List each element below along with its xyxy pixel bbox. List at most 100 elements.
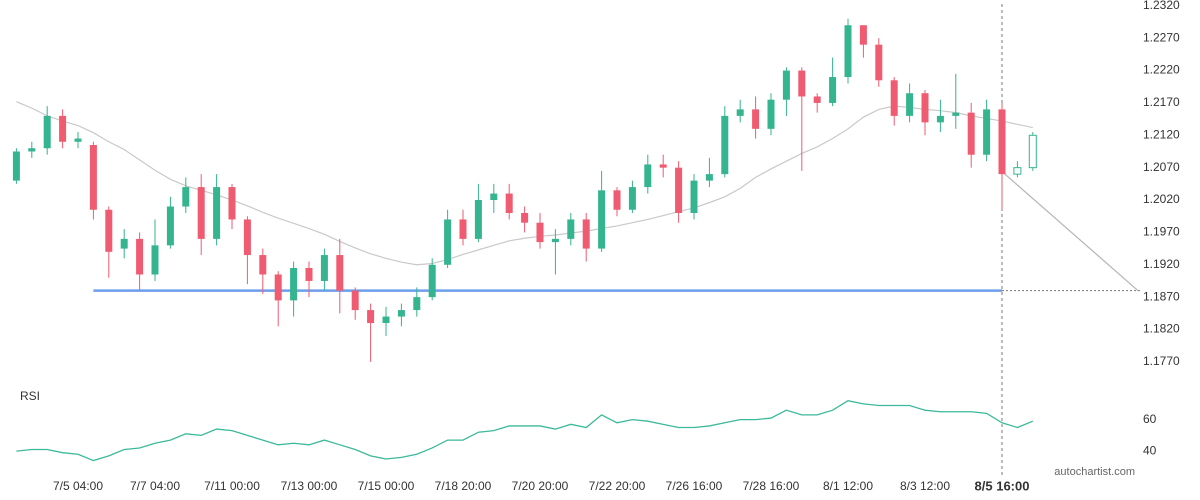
candle-body (43, 115, 51, 149)
candle-body (474, 200, 482, 239)
candle-body (844, 25, 852, 78)
candle-body (259, 255, 267, 275)
candle-body (136, 238, 144, 275)
candle-body (12, 151, 20, 181)
candle-body (397, 310, 405, 317)
candle-body (813, 96, 821, 103)
candle-body (105, 209, 113, 252)
candle-body (690, 180, 698, 213)
y-tick-label: 1.2270 (1143, 30, 1180, 44)
candle-body (936, 115, 944, 123)
candle-body (89, 145, 97, 210)
candle-body (921, 93, 929, 123)
candle-body (567, 219, 575, 239)
candle-body (336, 255, 344, 291)
x-tick-label: 7/26 16:00 (666, 479, 723, 493)
candle-body (228, 187, 236, 220)
candle-body (428, 264, 436, 298)
candle-body (1013, 167, 1022, 175)
forecast-line (1001, 171, 1139, 292)
candle-body (536, 222, 544, 243)
candle-body (628, 187, 636, 210)
candle-body (582, 219, 590, 249)
candle-body (413, 297, 421, 311)
candle-body (998, 109, 1006, 175)
x-tick-label: 7/18 20:00 (435, 479, 492, 493)
candle-body (875, 44, 883, 81)
candle-body (444, 219, 452, 265)
x-tick-label: 8/5 16:00 (975, 478, 1030, 493)
candle-body (890, 80, 898, 116)
candle-body (644, 164, 652, 188)
x-tick-label: 7/15 00:00 (358, 479, 415, 493)
candle-body (213, 187, 221, 239)
candle-body (166, 206, 174, 246)
candle-body (243, 219, 251, 256)
x-tick-label: 7/20 20:00 (512, 479, 569, 493)
y-tick-label: 1.2020 (1143, 192, 1180, 206)
candle-body (551, 238, 559, 243)
candle-body (151, 245, 159, 275)
y-tick-label: 1.1870 (1143, 289, 1180, 303)
y-tick-label: 1.2320 (1143, 0, 1180, 12)
candle-body (59, 115, 67, 142)
candle-body (490, 193, 498, 201)
candle-body (859, 25, 867, 45)
candle-body (829, 77, 837, 103)
rsi-title: RSI (20, 389, 40, 403)
candle-body (351, 290, 359, 311)
candle-body (598, 190, 606, 249)
candle-body (782, 70, 790, 100)
y-tick-label: 1.1770 (1143, 354, 1180, 368)
y-tick-label: 1.2220 (1143, 63, 1180, 77)
candle-body (290, 268, 298, 301)
candle-body (521, 212, 529, 223)
candle-body (705, 174, 713, 181)
y-tick-label: 1.1970 (1143, 225, 1180, 239)
candle-body (798, 70, 806, 97)
x-tick-label: 7/13 00:00 (281, 479, 338, 493)
candle-body (459, 219, 467, 239)
candle-body (967, 112, 975, 155)
y-tick-label: 1.2120 (1143, 127, 1180, 141)
candle-body (736, 109, 744, 116)
candle-body (74, 138, 82, 142)
rsi-line (16, 400, 1034, 462)
candle-body (906, 93, 914, 116)
x-tick-label: 7/11 00:00 (204, 479, 260, 493)
x-tick-label: 8/3 12:00 (900, 479, 950, 493)
candle-body (367, 310, 375, 324)
candle-body (752, 109, 760, 129)
candle-body (197, 187, 205, 239)
candle-body (675, 167, 683, 213)
candle-body (120, 238, 128, 249)
rsi-tick-label: 40 (1143, 443, 1157, 457)
candle-body (1028, 134, 1037, 169)
rsi-tick-label: 60 (1143, 412, 1157, 426)
candle-body (613, 190, 621, 210)
x-tick-label: 7/7 04:00 (130, 479, 180, 493)
y-tick-label: 1.2070 (1143, 160, 1180, 174)
x-tick-label: 8/1 12:00 (823, 479, 873, 493)
y-tick-label: 1.2170 (1143, 95, 1180, 109)
candle-body (28, 148, 36, 152)
x-tick-label: 7/28 16:00 (743, 479, 800, 493)
candle-body (721, 115, 729, 175)
x-tick-label: 7/5 04:00 (53, 479, 103, 493)
candle-body (983, 109, 991, 155)
candle-body (274, 274, 282, 301)
y-tick-label: 1.1920 (1143, 257, 1180, 271)
candle-body (767, 99, 775, 129)
candle-body (305, 268, 313, 281)
candle-body (952, 112, 960, 116)
candle-body (659, 164, 667, 168)
candle-body (320, 255, 328, 281)
candle-body (382, 316, 390, 324)
x-tick-label: 7/22 20:00 (589, 479, 646, 493)
candle-body (182, 187, 190, 207)
source: autochartist.com (1054, 466, 1135, 478)
y-tick-label: 1.1820 (1143, 322, 1180, 336)
